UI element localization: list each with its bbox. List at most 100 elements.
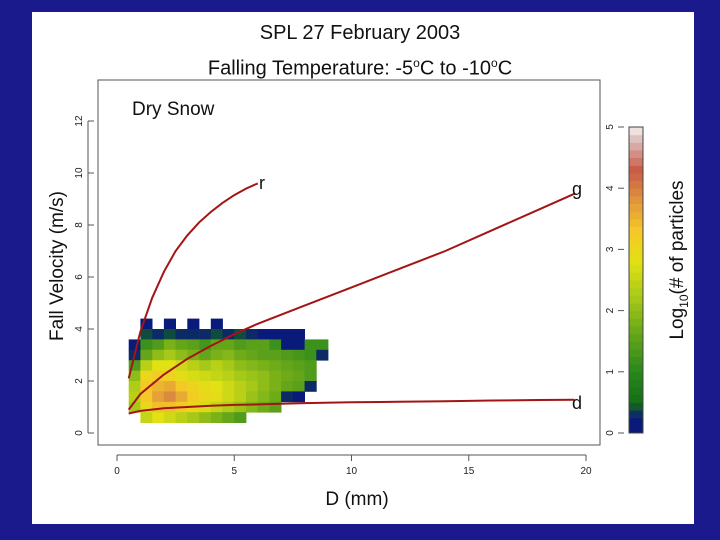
heatmap-cell xyxy=(257,360,270,371)
heatmap-cell xyxy=(128,401,141,413)
heatmap-cell xyxy=(175,381,188,392)
colorbar-swatch xyxy=(629,195,643,204)
slide-title-line1: SPL 27 February 2003 xyxy=(0,22,720,45)
colorbar-swatch xyxy=(629,333,643,342)
heatmap-cell xyxy=(257,349,270,361)
heatmap-cell xyxy=(304,370,317,382)
heatmap-cell xyxy=(210,391,223,403)
colorbar-swatch xyxy=(629,165,643,174)
heatmap-cell xyxy=(128,360,141,371)
colorbar-swatch xyxy=(629,410,643,419)
heatmap-cell xyxy=(234,401,247,413)
heatmap-cell xyxy=(222,329,235,340)
heatmap-cell xyxy=(175,370,188,382)
heatmap-cell xyxy=(199,360,212,371)
colorbar-frame xyxy=(628,126,644,434)
heatmap-cell xyxy=(257,381,270,392)
heatmap-cell xyxy=(128,370,141,382)
heatmap-cell xyxy=(187,329,200,340)
heatmap-cell xyxy=(163,318,176,330)
heatmap-cell xyxy=(199,391,212,403)
heatmap-cell xyxy=(140,339,153,351)
heatmap-cell xyxy=(199,329,212,340)
colorbar-swatch xyxy=(629,310,643,319)
heatmap-cell xyxy=(281,329,294,340)
heatmap-cell xyxy=(187,381,200,392)
heatmap-cell xyxy=(210,329,223,340)
heatmap-cell xyxy=(234,329,247,340)
curve-label-d: d xyxy=(572,393,582,413)
heatmap-cell xyxy=(246,349,259,361)
heatmap-cell xyxy=(210,349,223,361)
colorbar-tick-label: 5 xyxy=(605,124,616,130)
colorbar-label-sub: 10 xyxy=(677,294,691,308)
heatmap-cell xyxy=(222,370,235,382)
colorbar-swatch xyxy=(629,149,643,158)
heatmap-cell xyxy=(222,339,235,351)
heatmap-cell xyxy=(304,349,317,361)
curve-g xyxy=(127,192,575,411)
slide-title-line2: Falling Temperature: -5oC to -10oC xyxy=(0,56,720,81)
heatmap-cell xyxy=(199,412,212,423)
colorbar-swatch xyxy=(629,280,643,289)
colorbar-swatch xyxy=(629,402,643,411)
x-tick-label: 5 xyxy=(231,466,237,477)
colorbar-swatch xyxy=(629,371,643,380)
heatmap-cell xyxy=(246,381,259,392)
colorbar-swatch xyxy=(629,287,643,296)
y-axis-label: Fall Velocity (m/s) xyxy=(47,191,68,341)
heatmap-cell xyxy=(140,318,153,330)
heatmap-cell xyxy=(316,349,329,361)
curve-r xyxy=(127,182,259,379)
heatmap-cell xyxy=(163,370,176,382)
colorbar-swatch xyxy=(629,341,643,350)
heatmap-cell xyxy=(281,381,294,392)
colorbar-tick-label: 4 xyxy=(605,185,616,191)
heatmap-cell xyxy=(163,391,176,403)
colorbar-swatch xyxy=(629,348,643,357)
x-tick-label: 20 xyxy=(580,466,592,477)
colorbar-swatch xyxy=(629,241,643,250)
heatmap-cell xyxy=(269,329,282,340)
dry-snow-annotation: Dry Snow xyxy=(132,99,215,120)
heatmap-cell xyxy=(175,412,188,423)
x-axis-label: D (mm) xyxy=(325,489,388,510)
title-line2-prefix: Falling Temperature: -5 xyxy=(207,57,414,80)
heatmap-cell xyxy=(152,329,165,340)
heatmap-cell xyxy=(199,339,212,351)
heatmap-cell xyxy=(234,360,247,371)
y-tick-label: 10 xyxy=(74,167,85,179)
colorbar-swatch xyxy=(629,234,643,243)
colorbar-label: Log10(# of particles xyxy=(667,180,691,339)
colorbar-tick-label: 2 xyxy=(605,307,616,313)
colorbar-swatch xyxy=(629,249,643,258)
heatmap-cell xyxy=(292,339,305,351)
heatmap-cell xyxy=(292,360,305,371)
title-line2-suffix: C xyxy=(497,57,513,80)
heatmap-cell xyxy=(304,381,317,392)
x-tick-label: 10 xyxy=(346,466,358,477)
colorbar: 0 1 2 3 4 5 xyxy=(605,124,644,436)
heatmap-cell xyxy=(269,401,282,413)
heatmap-cell xyxy=(269,339,282,351)
heatmap-cell xyxy=(128,339,141,351)
colorbar-swatch xyxy=(629,417,643,426)
x-axis: 0 5 10 15 20 xyxy=(114,454,592,477)
heatmap-cell xyxy=(210,318,223,330)
heatmap-cell xyxy=(234,391,247,403)
heatmap-cell xyxy=(257,370,270,382)
heatmap-cell xyxy=(222,381,235,392)
heatmap-cell xyxy=(199,370,212,382)
heatmap-cell xyxy=(128,391,141,403)
heatmap-cell xyxy=(199,381,212,392)
slide-background xyxy=(32,12,694,524)
heatmap-cell xyxy=(222,360,235,371)
colorbar-swatch xyxy=(629,211,643,220)
y-axis: 0 2 4 6 8 10 12 xyxy=(74,115,94,436)
heatmap-cell xyxy=(175,391,188,403)
colorbar-swatch xyxy=(629,264,643,273)
heatmap-cell xyxy=(163,381,176,392)
heatmap-cell xyxy=(222,412,235,423)
heatmap-cell xyxy=(292,349,305,361)
heatmap-cell xyxy=(281,370,294,382)
